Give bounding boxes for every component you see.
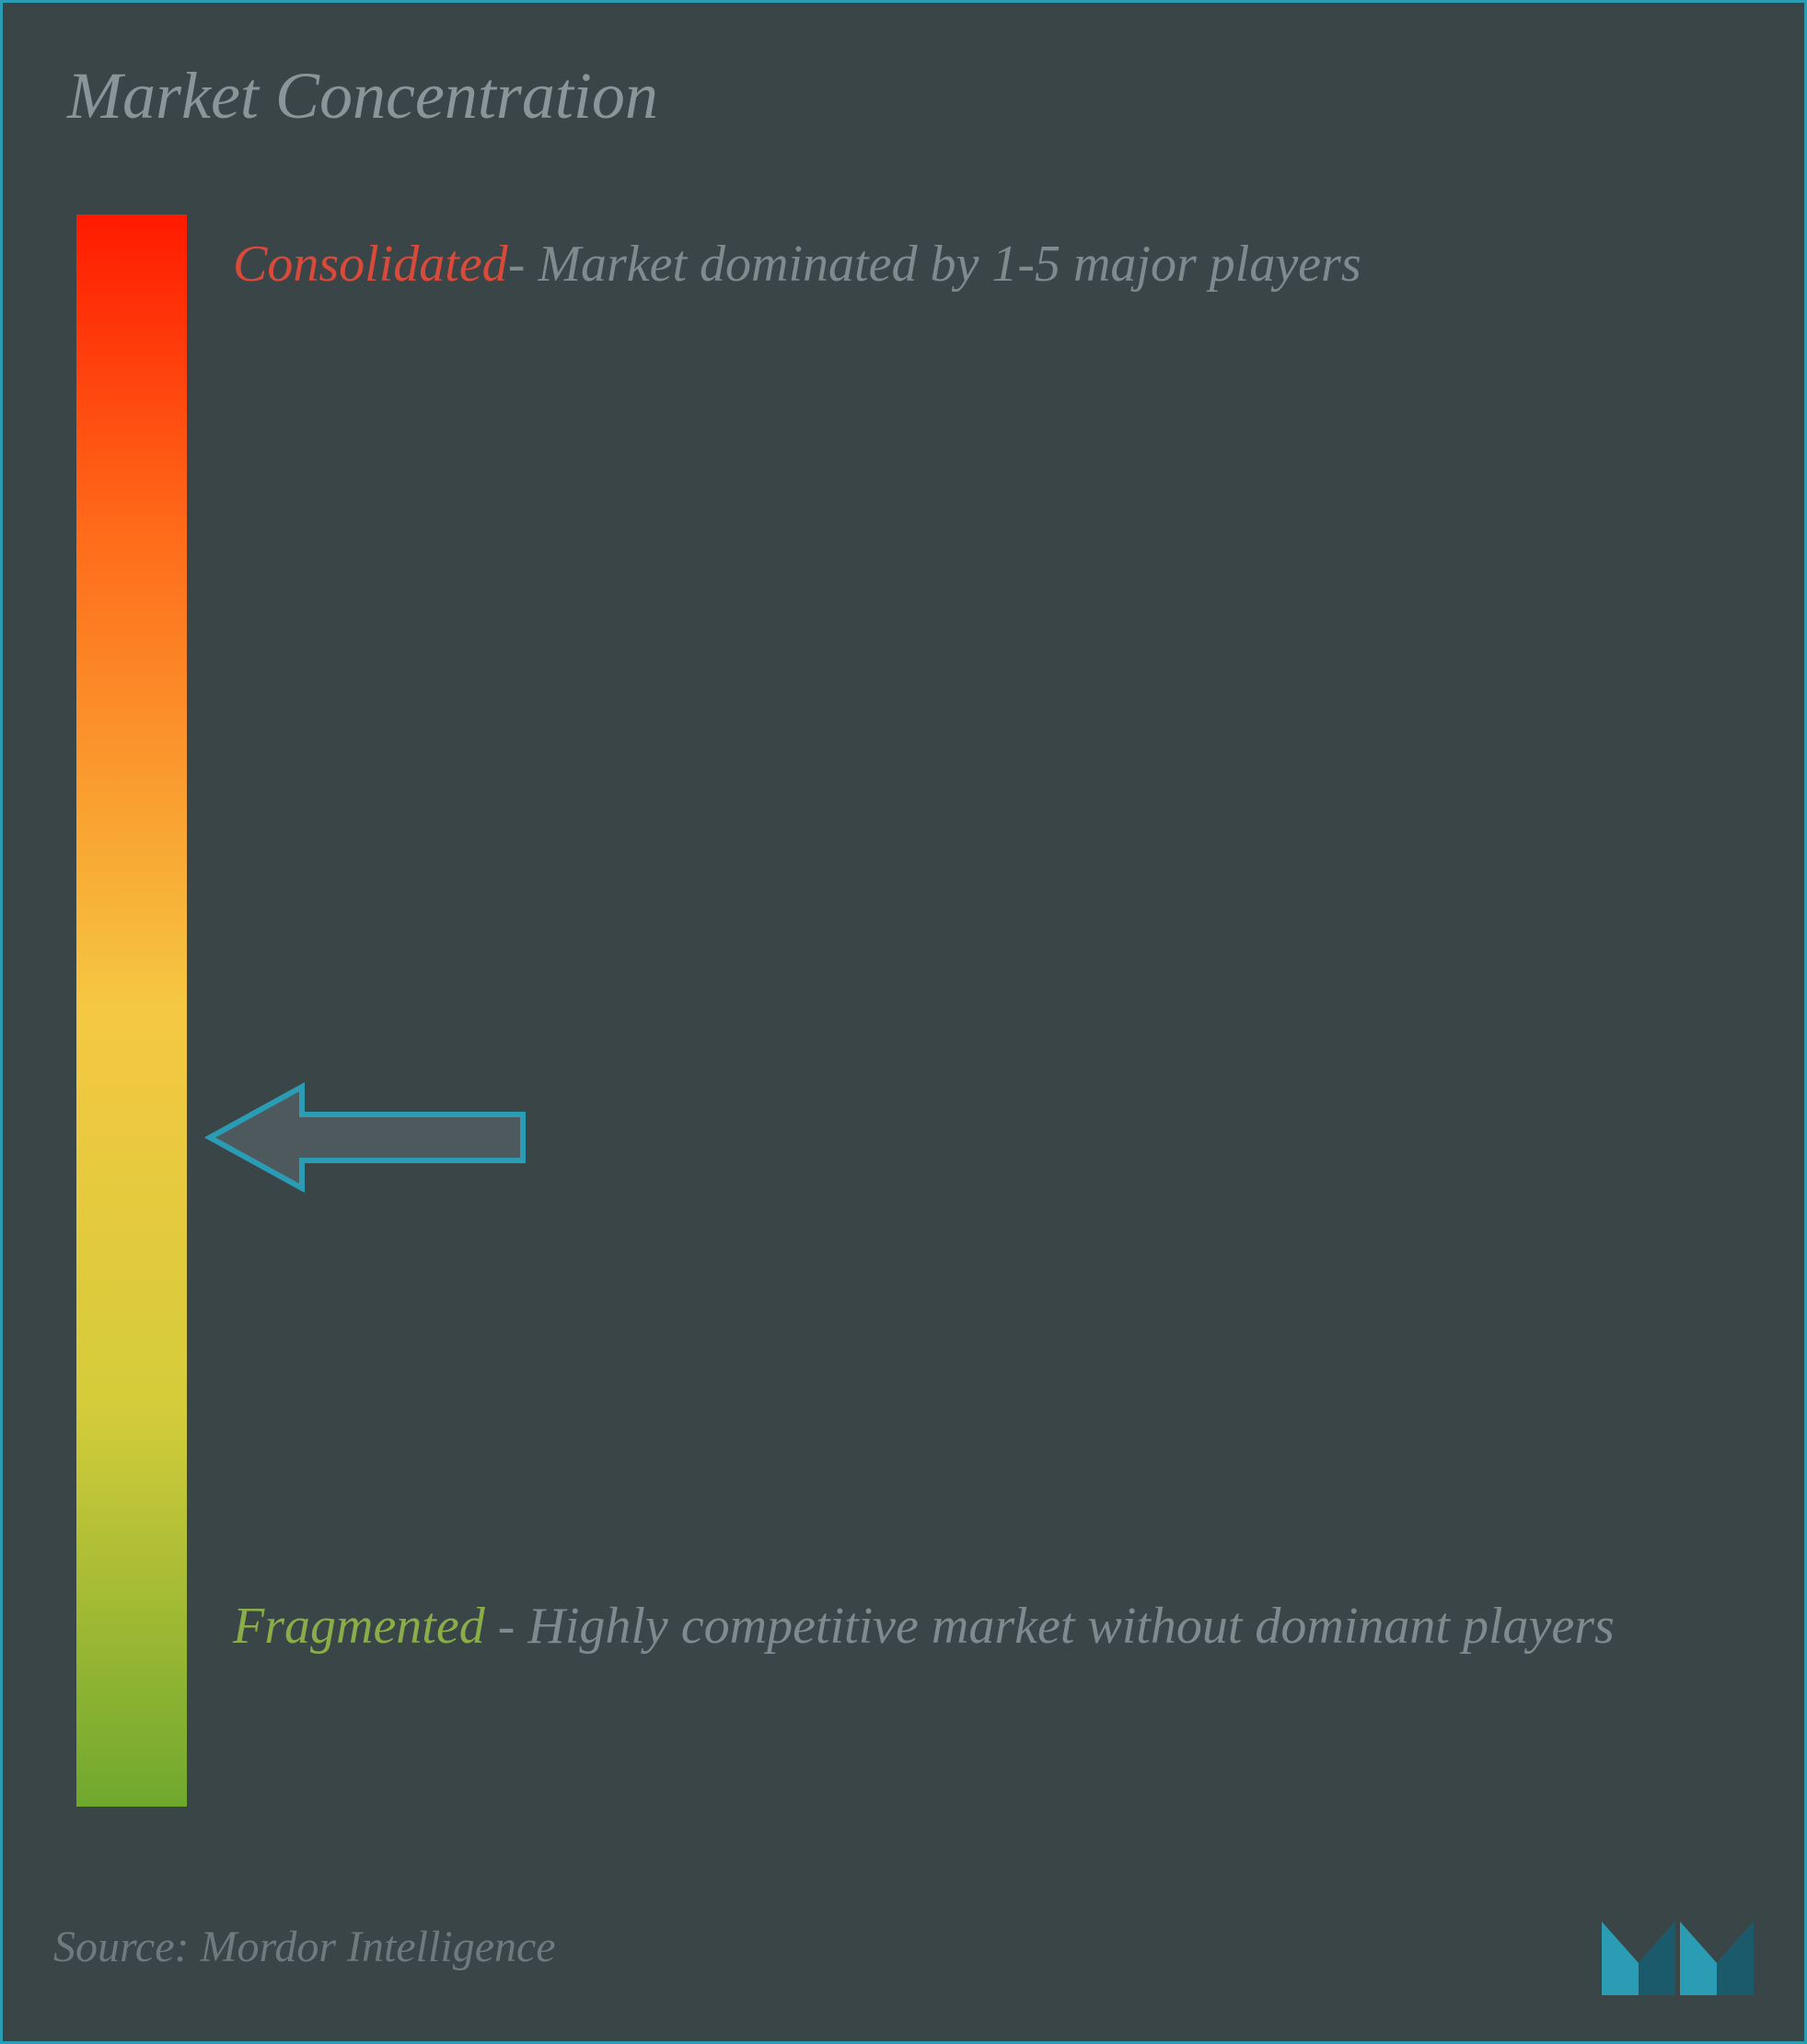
fragmented-description: - Highly competitive market without domi…	[485, 1598, 1615, 1655]
fragmented-keyword: Fragmented	[233, 1598, 485, 1655]
concentration-gradient-bar	[76, 214, 187, 1807]
mordor-logo-icon	[1593, 1894, 1758, 2004]
consolidated-description: - Market dominated by 1-5 major players	[508, 236, 1361, 293]
fragmented-label: Fragmented - Highly competitive market w…	[233, 1586, 1749, 1669]
consolidated-label: Consolidated- Market dominated by 1-5 ma…	[233, 224, 1749, 306]
chart-title: Market Concentration	[67, 58, 658, 134]
source-attribution: Source: Mordor Intelligence	[53, 1922, 556, 1972]
consolidated-keyword: Consolidated	[233, 236, 508, 293]
position-arrow	[201, 1073, 532, 1207]
arrow-icon	[210, 1087, 523, 1188]
